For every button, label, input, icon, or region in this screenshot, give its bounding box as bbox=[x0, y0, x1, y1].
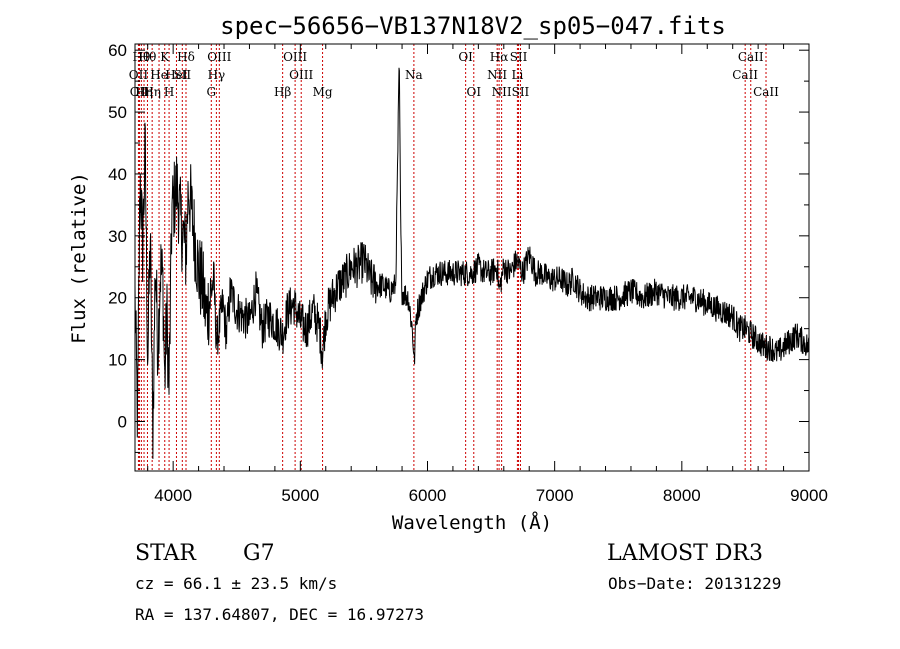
object-subclass: G7 bbox=[243, 541, 275, 566]
y-tick-label: 50 bbox=[108, 103, 127, 122]
line-marker-label: CaII bbox=[753, 85, 779, 99]
line-marker-label: Hθ bbox=[133, 50, 151, 64]
object-class: STAR bbox=[135, 541, 197, 566]
line-marker-label: OI bbox=[466, 85, 481, 99]
plot-frame bbox=[134, 43, 810, 472]
line-marker-label: OI bbox=[458, 50, 473, 64]
line-marker-label: HeI bbox=[165, 68, 188, 82]
line-marker-label: Hβ bbox=[274, 85, 291, 99]
line-marker-label: SII bbox=[512, 85, 530, 99]
line-marker-label: SII bbox=[173, 68, 191, 82]
x-tick-label: 9000 bbox=[790, 486, 828, 505]
line-marker-label: Mg bbox=[313, 85, 333, 99]
line-marker-label: OIII bbox=[289, 68, 313, 82]
y-axis-label: Flux (relative) bbox=[68, 172, 90, 344]
survey-name: LAMOST DR3 bbox=[607, 541, 763, 566]
line-marker-labels: OIIOIIHθHηHθHηHeKHHeISIIHδGHγOIIIHβOIIIO… bbox=[129, 50, 779, 99]
obs-date: Obs−Date: 20131229 bbox=[608, 574, 781, 593]
line-marker-label: CaII bbox=[732, 68, 758, 82]
chart-title: spec−56656−VB137N18V2_sp05−047.fits bbox=[220, 12, 726, 40]
coordinates: RA = 137.64807, DEC = 16.97273 bbox=[135, 605, 424, 624]
line-marker-label: H bbox=[164, 85, 174, 99]
line-marker-label: OIII bbox=[283, 50, 307, 64]
line-marker-label: Hδ bbox=[177, 50, 195, 64]
x-tick-label: 4000 bbox=[154, 486, 192, 505]
line-marker-label: Hα bbox=[490, 50, 509, 64]
y-tick-label: 40 bbox=[108, 165, 127, 184]
line-marker-label: He bbox=[150, 68, 168, 82]
x-tick-label: 8000 bbox=[663, 486, 701, 505]
line-marker-label: NII bbox=[487, 68, 507, 82]
line-markers bbox=[137, 44, 767, 471]
x-axis-label: Wavelength (Å) bbox=[392, 511, 552, 534]
x-tick-label: 5000 bbox=[281, 486, 319, 505]
y-tick-label: 30 bbox=[108, 227, 127, 246]
redshift-line: cz = 66.1 ± 23.5 km/s bbox=[135, 574, 337, 593]
spectrum-series bbox=[134, 67, 810, 459]
x-tick-label: 7000 bbox=[536, 486, 574, 505]
y-tick-label: 20 bbox=[108, 289, 127, 308]
line-marker-label: NII bbox=[492, 85, 512, 99]
line-marker-label: CaII bbox=[738, 50, 764, 64]
line-marker-label: Na bbox=[405, 68, 423, 82]
spectrum-line bbox=[134, 67, 810, 459]
line-marker-label: Li bbox=[511, 68, 523, 82]
line-marker-label: K bbox=[160, 50, 170, 64]
y-tick-label: 60 bbox=[108, 41, 127, 60]
line-marker-label: Hθ bbox=[139, 50, 157, 64]
line-marker-label: Hγ bbox=[208, 68, 226, 82]
line-marker-label: OIII bbox=[207, 50, 231, 64]
line-marker-label: OII bbox=[129, 68, 149, 82]
y-tick-label: 0 bbox=[118, 412, 127, 431]
x-tick-label: 6000 bbox=[409, 486, 447, 505]
axis-ticks: 4000 5000 6000 7000 8000 9000 0 10 20 30 40 50 60 bbox=[108, 41, 828, 505]
line-marker-label: Hη bbox=[143, 85, 161, 99]
y-tick-label: 10 bbox=[108, 351, 127, 370]
line-marker-label: SII bbox=[510, 50, 528, 64]
line-marker-label: G bbox=[207, 85, 217, 99]
line-marker-label: Hη bbox=[135, 85, 153, 99]
